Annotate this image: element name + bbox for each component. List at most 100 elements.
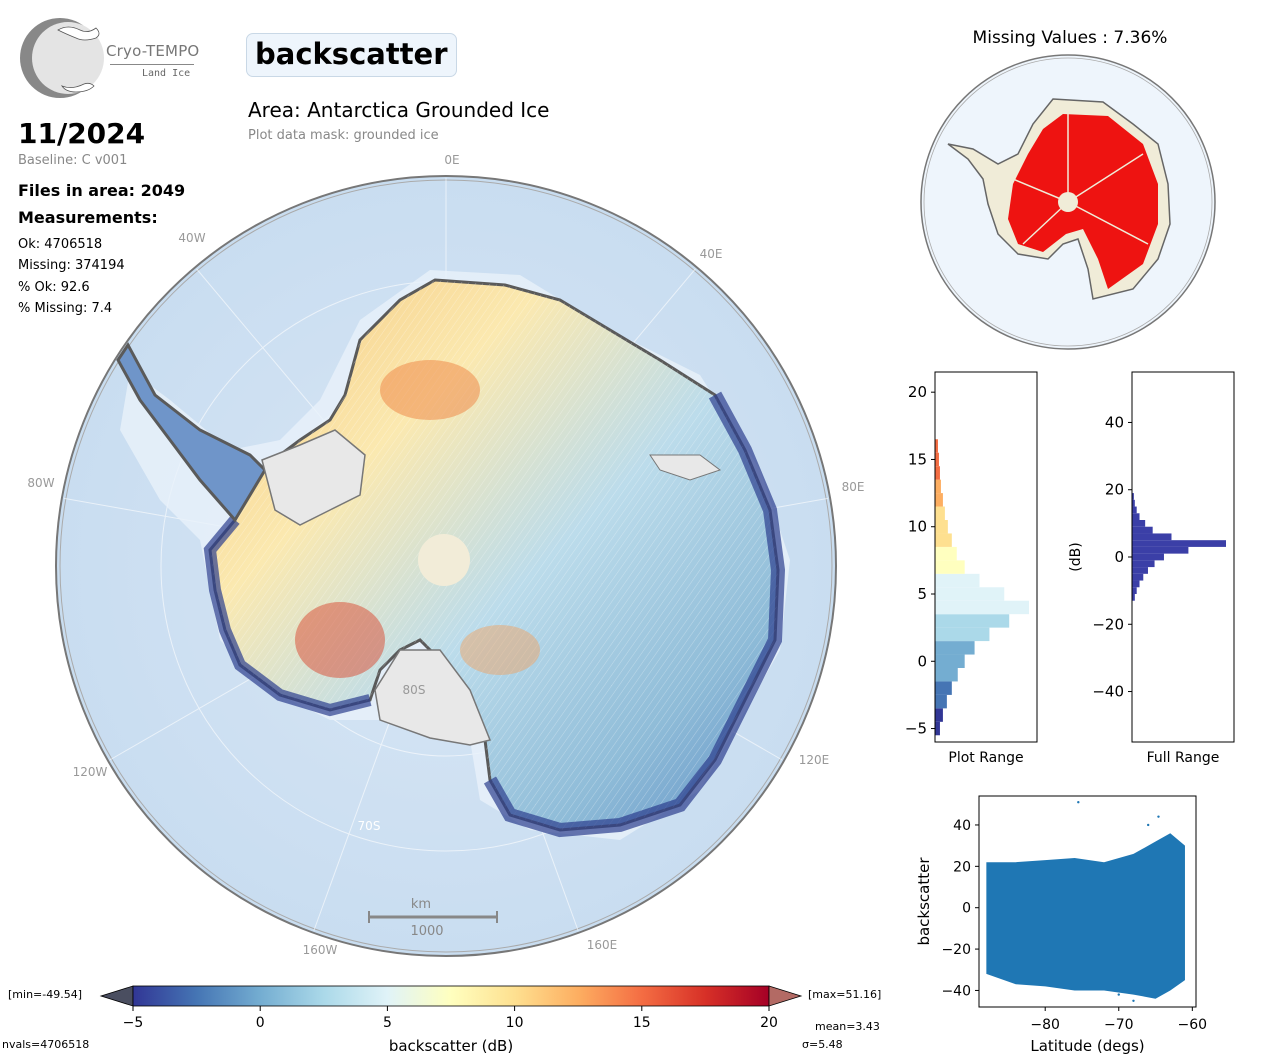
ronne-ice-shelf: [261, 429, 366, 526]
histogram-frame: [934, 371, 1038, 743]
histogram-tick-label: 20: [1105, 481, 1124, 499]
histogram-bar: [935, 546, 957, 561]
files-count: Files in area: 2049: [18, 181, 186, 200]
ross-ice-shelf: [374, 649, 492, 746]
histogram-bar: [1132, 540, 1226, 547]
histogram-tick-label: −20: [1092, 615, 1124, 633]
antarctic-peninsula: [116, 342, 267, 523]
scatter-ytick-label: 0: [962, 901, 971, 917]
lon-label: 0E: [444, 153, 459, 167]
histogram-xlabel: Full Range: [1147, 750, 1220, 766]
histogram-bar: [935, 506, 945, 520]
baseline-label: Baseline: C v001: [18, 153, 128, 168]
scatter-ylabel: backscatter: [915, 857, 933, 946]
scatter-ytick-label: −20: [941, 942, 971, 958]
colorbar-sigma-label: σ=5.48: [802, 1038, 843, 1051]
histogram-bar: [935, 721, 940, 736]
histogram-bar: [935, 493, 943, 507]
stat-pct-ok: % Ok: 92.6: [18, 280, 90, 295]
lon-label: 40W: [178, 231, 205, 245]
scatter-point: [1117, 993, 1120, 996]
date-label: 11/2024: [18, 117, 146, 150]
colorbar-max-label: [max=51.16]: [808, 988, 882, 1001]
histogram-bar: [1132, 499, 1135, 507]
histogram-bar: [935, 520, 948, 534]
full-range-histogram: −40 −20 0 20 40 Full Range (dB): [1068, 371, 1235, 766]
lon-label: 120W: [73, 765, 108, 779]
lon-label: 160W: [303, 943, 338, 957]
colorbar-tick-label: 10: [506, 1015, 524, 1031]
scatter-ytick-label: 40: [953, 818, 971, 834]
histogram-bar: [935, 466, 940, 480]
antarctica-map: 0E 40E 80E 120E 160E 160W 120W 80W 40W 8…: [27, 153, 864, 957]
scatter-point: [1077, 801, 1080, 804]
mask-note: Plot data mask: grounded ice: [248, 128, 439, 143]
histogram-tick-label: 40: [1105, 413, 1124, 431]
histogram-tick-label: −40: [1092, 683, 1124, 701]
scatter-frame: [978, 795, 1197, 1008]
histogram-tick-label: 20: [908, 383, 927, 401]
cryo-tempo-logo: [20, 18, 104, 98]
plot-range-histogram: −5 0 5 10 15 20 Plot Range: [905, 371, 1038, 766]
histogram-bar: [1132, 573, 1144, 581]
scatter-xtick-label: −60: [1178, 1017, 1208, 1033]
high-backscatter-patch: [380, 360, 480, 420]
colorbar-min-label: [min=-49.54]: [8, 988, 83, 1001]
scatter-xlabel: Latitude (degs): [1030, 1037, 1144, 1055]
colorbar-nvals-label: nvals=4706518: [2, 1038, 90, 1051]
lon-label: 80W: [27, 476, 54, 490]
measurements-heading: Measurements:: [18, 208, 158, 227]
histogram-xlabel: Plot Range: [948, 750, 1023, 766]
histogram-bar: [1132, 580, 1140, 588]
colorbar: −5 0 5 10 15 20 backscatter (dB): [99, 985, 803, 1055]
histogram-bar: [1132, 546, 1189, 554]
histogram-bar: [1132, 513, 1140, 520]
histogram-bar: [935, 654, 965, 668]
histogram-bar: [935, 560, 965, 574]
colorbar-mean-label: mean=3.43: [815, 1020, 880, 1033]
histogram-bar: [935, 681, 952, 695]
colorbar-min-extend: [99, 985, 134, 1007]
lat-label: 80S: [403, 683, 426, 697]
histogram-tick-label: −5: [905, 720, 927, 738]
missing-values-map: [920, 54, 1216, 350]
histogram-bar: [1132, 553, 1164, 561]
high-backscatter-patch: [295, 602, 385, 678]
histogram-bar: [935, 533, 952, 547]
histogram-bar: [1132, 594, 1135, 601]
histogram-bar: [1132, 506, 1137, 514]
histogram-tick-label: 0: [917, 652, 927, 670]
scatter-point: [1146, 823, 1150, 827]
scatter-point: [1180, 875, 1183, 878]
pole-hole: [418, 534, 470, 586]
scatter-xtick-label: −70: [1104, 1017, 1134, 1033]
scalebar-unit: km: [411, 897, 431, 912]
lon-label: 40E: [700, 247, 723, 261]
parameter-title: backscatter: [246, 33, 457, 77]
histogram-bar: [935, 573, 980, 588]
area-title: Area: Antarctica Grounded Ice: [248, 98, 550, 122]
colorbar-label: backscatter (dB): [389, 1037, 513, 1055]
histogram-bar: [935, 587, 1005, 601]
histogram-tick-label: 10: [908, 518, 927, 536]
histogram-bar: [1132, 520, 1146, 527]
lat-label: 70S: [358, 819, 381, 833]
histogram-bar: [935, 641, 975, 655]
scatter-point: [1132, 999, 1135, 1002]
histogram-bar: [935, 627, 990, 642]
lon-label: 120E: [799, 753, 830, 767]
stat-ok: Ok: 4706518: [18, 237, 103, 252]
histogram-bar: [935, 452, 939, 467]
scatter-ytick-label: 20: [953, 859, 971, 875]
histogram-bar: [935, 708, 943, 722]
histogram-bar: [1132, 587, 1137, 594]
logo-subtitle: Land Ice: [142, 68, 191, 79]
logo-divider: [110, 64, 194, 65]
histogram-bar: [1132, 493, 1134, 500]
histogram-bar: [935, 668, 958, 682]
scalebar-value: 1000: [410, 924, 443, 939]
histogram-tick-label: 0: [1114, 548, 1124, 566]
histogram-bar: [935, 600, 1029, 615]
scatter-xtick-label: −80: [1030, 1017, 1060, 1033]
histogram-bar: [935, 614, 1010, 628]
